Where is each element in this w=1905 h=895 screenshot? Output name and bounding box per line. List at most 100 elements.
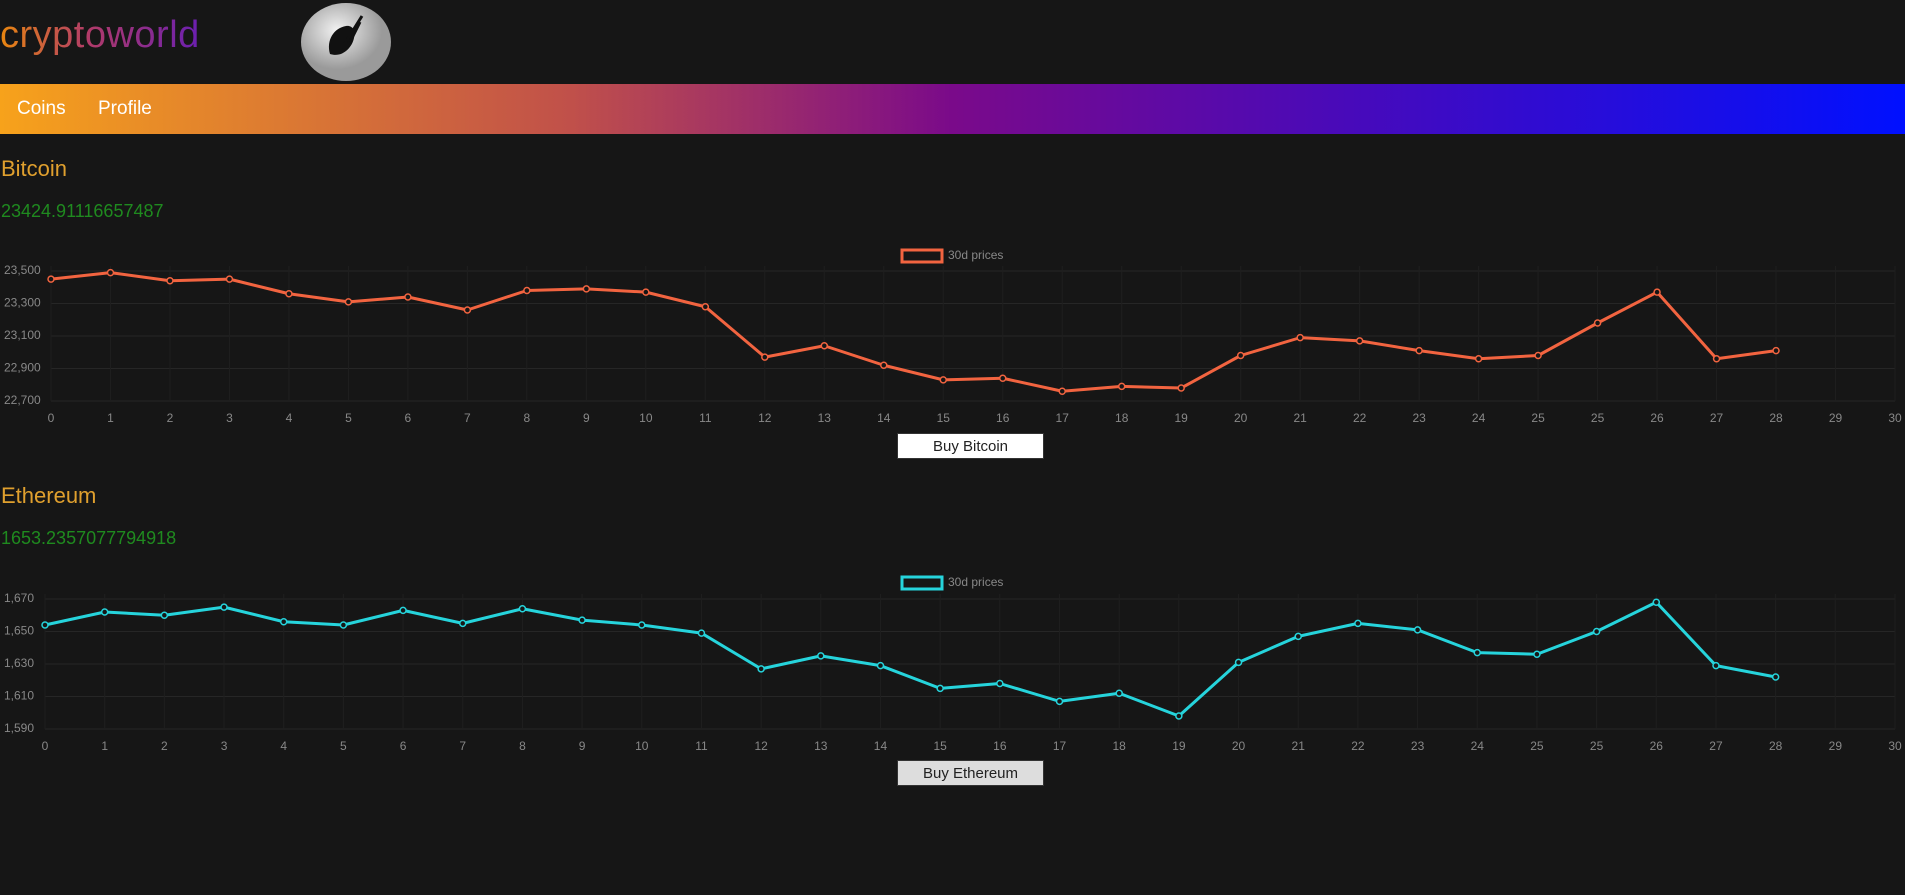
point [1354, 619, 1362, 628]
x-tick-label: 7 [459, 739, 466, 753]
point [404, 293, 412, 301]
x-tick-label: 30 [1888, 739, 1902, 753]
x-tick-label: 4 [286, 411, 293, 425]
x-tick-label: 14 [877, 411, 891, 425]
point [41, 621, 49, 629]
x-tick-label: 2 [161, 739, 168, 753]
y-tick-label: 1,610 [4, 689, 34, 703]
point [1712, 661, 1720, 670]
point [1593, 319, 1602, 327]
point [1355, 337, 1364, 345]
x-tick-label: 26 [1650, 739, 1664, 753]
y-tick-label: 23,300 [4, 296, 41, 310]
x-tick-label: 23 [1412, 411, 1426, 425]
point [1296, 333, 1304, 342]
nav-profile[interactable]: Profile [98, 98, 152, 119]
point [1177, 384, 1185, 392]
x-tick-label: 15 [937, 411, 951, 425]
point [344, 298, 353, 306]
x-tick-label: 7 [464, 411, 471, 425]
y-tick-label: 1,630 [4, 656, 34, 670]
y-tick-label: 1,650 [4, 624, 34, 638]
point [225, 275, 234, 283]
x-tick-label: 28 [1769, 411, 1783, 425]
x-tick-label: 16 [996, 411, 1010, 425]
point [285, 290, 293, 298]
x-tick-label: 23 [1411, 739, 1425, 753]
x-tick-label: 25 [1590, 739, 1604, 753]
x-tick-label: 16 [993, 739, 1007, 753]
point [339, 621, 348, 629]
x-tick-label: 21 [1292, 739, 1306, 753]
coin-title: Ethereum [1, 483, 97, 508]
point [1592, 627, 1601, 636]
point [47, 275, 55, 283]
x-tick-label: 10 [635, 739, 649, 753]
x-tick-label: 3 [226, 411, 233, 425]
x-tick-label: 24 [1472, 411, 1486, 425]
point [399, 606, 407, 615]
x-tick-label: 20 [1232, 739, 1246, 753]
point [1653, 288, 1661, 296]
y-tick-label: 22,700 [4, 393, 41, 407]
point [1474, 355, 1483, 363]
coin-title: Bitcoin [1, 156, 68, 181]
point [1473, 648, 1482, 657]
point [1294, 632, 1302, 641]
point [701, 303, 710, 311]
brand[interactable]: cryptoworld [0, 14, 200, 56]
point [1415, 346, 1423, 355]
x-tick-label: 13 [818, 411, 832, 425]
point [1533, 650, 1541, 658]
price-line [44, 600, 1776, 718]
x-tick-label: 6 [400, 739, 407, 753]
x-tick-label: 19 [1172, 739, 1186, 753]
point [1115, 689, 1123, 697]
y-tick-label: 1,670 [4, 591, 34, 605]
x-tick-label: 11 [695, 739, 708, 753]
x-tick-label: 12 [754, 739, 768, 753]
buy-button[interactable]: Buy Ethereum [897, 760, 1044, 786]
x-tick-label: 6 [405, 411, 412, 425]
y-tick-label: 23,100 [4, 328, 41, 342]
point [1117, 382, 1126, 391]
point [1175, 712, 1183, 720]
point [1772, 346, 1780, 355]
x-tick-label: 3 [221, 739, 228, 753]
x-tick-label: 1 [101, 739, 108, 753]
y-tick-label: 1,590 [4, 721, 34, 735]
x-tick-label: 25 [1591, 411, 1605, 425]
point [518, 605, 527, 613]
point [1236, 351, 1245, 360]
legend-swatch [900, 575, 944, 591]
point [936, 684, 944, 693]
x-tick-label: 24 [1471, 739, 1485, 753]
point [106, 268, 115, 277]
x-tick-label: 8 [519, 739, 526, 753]
point [1652, 598, 1661, 606]
x-tick-label: 29 [1829, 411, 1843, 425]
coin-price: 1653.2357077794918 [1, 528, 177, 548]
buy-button[interactable]: Buy Bitcoin [897, 433, 1044, 459]
x-tick-label: 20 [1234, 411, 1248, 425]
x-tick-label: 9 [583, 411, 590, 425]
x-tick-label: 30 [1888, 411, 1902, 425]
x-tick-label: 18 [1115, 411, 1129, 425]
price-line [50, 271, 1777, 393]
x-tick-label: 1 [107, 411, 114, 425]
x-tick-label: 22 [1351, 739, 1365, 753]
legend-label: 30d prices [948, 575, 1003, 589]
logo[interactable] [300, 2, 392, 82]
point [880, 361, 888, 369]
x-tick-label: 0 [48, 411, 55, 425]
point [463, 306, 472, 314]
point [697, 629, 706, 637]
point [1055, 697, 1064, 706]
x-tick-label: 25 [1530, 739, 1544, 753]
point [820, 342, 829, 350]
nav-coins[interactable]: Coins [17, 98, 66, 119]
point [1712, 355, 1721, 363]
x-tick-label: 5 [345, 411, 352, 425]
point [757, 665, 765, 673]
